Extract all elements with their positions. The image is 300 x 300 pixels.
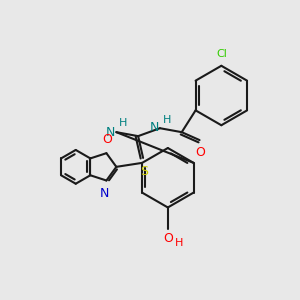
Text: H: H (175, 238, 183, 248)
Text: N: N (150, 121, 159, 134)
Text: H: H (163, 115, 171, 125)
Text: N: N (100, 188, 109, 200)
Text: S: S (140, 165, 148, 178)
Text: N: N (106, 126, 115, 139)
Text: O: O (103, 133, 112, 146)
Text: O: O (196, 146, 206, 159)
Text: H: H (119, 118, 128, 128)
Text: O: O (163, 232, 173, 245)
Text: Cl: Cl (216, 49, 227, 59)
